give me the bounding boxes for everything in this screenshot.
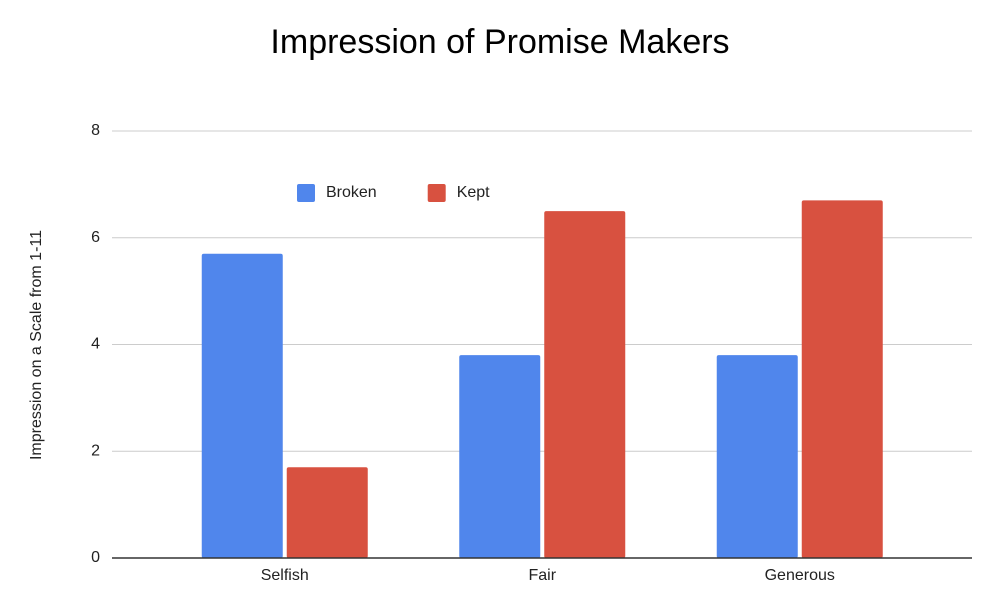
y-axis-label: Impression on a Scale from 1-11 (28, 230, 45, 460)
legend-swatch (297, 184, 315, 202)
x-tick-label: Fair (528, 567, 556, 584)
legend-swatch (427, 184, 446, 202)
bar (544, 211, 626, 558)
y-tick-label: 0 (91, 549, 100, 566)
legend-label: Broken (326, 184, 377, 201)
y-tick-label: 6 (91, 229, 100, 246)
legend-label: Kept (457, 184, 490, 201)
bar (716, 355, 798, 558)
x-tick-label: Selfish (261, 567, 309, 584)
bar (801, 200, 883, 558)
bar (201, 253, 283, 558)
y-tick-label: 4 (91, 336, 100, 353)
bar (459, 355, 541, 558)
chart-title: Impression of Promise Makers (270, 23, 729, 61)
y-tick-label: 8 (91, 122, 100, 139)
y-tick-label: 2 (91, 442, 100, 459)
bar (286, 467, 368, 558)
x-tick-label: Generous (765, 567, 835, 584)
